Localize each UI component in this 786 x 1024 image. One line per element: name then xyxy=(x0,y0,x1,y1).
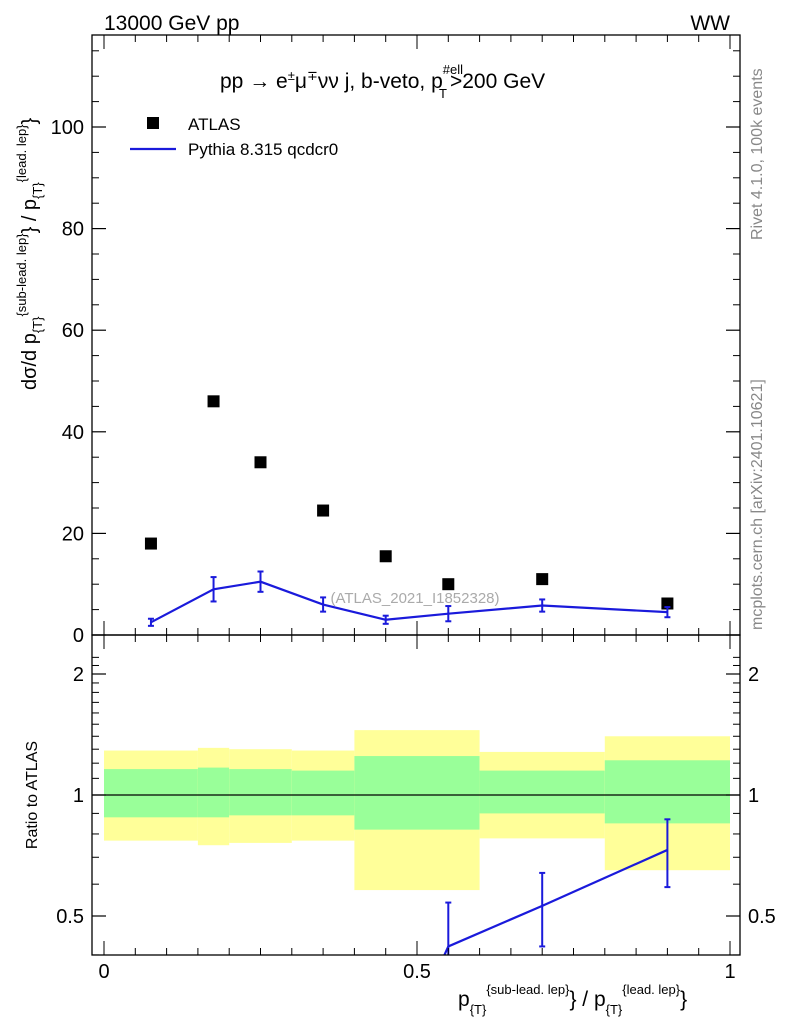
ratio-y-tick-label-right: 2 xyxy=(748,664,759,686)
ratio-band-inner xyxy=(197,767,230,818)
ratio-band-inner xyxy=(104,769,198,818)
main-y-tick-label: 100 xyxy=(51,117,84,139)
ratio-y-tick-label: 1 xyxy=(73,785,84,807)
main-y-tick-label: 80 xyxy=(62,219,84,241)
main-data-points xyxy=(144,395,674,610)
data-point xyxy=(254,456,267,469)
ratio-mc-curve xyxy=(443,818,671,956)
main-x-ticks xyxy=(103,35,731,635)
ratio-band-inner xyxy=(291,770,355,816)
ratio-panel: 0.5 0.51 12 2 0 0.5 1 Ratio to ATLAS p{T}{sub… xyxy=(24,634,776,1017)
x-tick-label: 0 xyxy=(98,961,109,983)
mcplots-label: mcplots.cern.ch [arXiv:2401.10621] xyxy=(749,379,766,630)
ratio-y-tick-label: 0.5 xyxy=(56,906,84,928)
data-point xyxy=(207,395,220,408)
ratio-band-inner xyxy=(479,770,605,814)
rivet-version-label: Rivet 4.1.0, 100k events xyxy=(749,68,766,240)
data-point xyxy=(442,578,455,591)
ratio-x-ticks: 0 0.5 1 xyxy=(98,635,736,983)
ratio-mc-line xyxy=(541,848,668,907)
ratio-y-tick-label-right: 1 xyxy=(748,785,759,807)
ratio-band-inner xyxy=(354,756,480,830)
legend-data-marker xyxy=(147,117,159,129)
mc-line xyxy=(150,580,668,624)
legend-data-label: ATLAS xyxy=(188,115,241,134)
header-process-label: WW xyxy=(690,12,730,35)
ratio-y-ticks: 0.5 0.5 1 1 2 2 xyxy=(56,656,776,956)
x-axis-label: p{T}{sub-lead. lep}} / p{T}{lead. lep}} xyxy=(458,982,687,1017)
main-y-tick-label: 60 xyxy=(62,320,84,342)
data-point xyxy=(536,573,549,586)
process-title: pp → e±μ∓νν j, b-veto, p#ell T>200 GeV xyxy=(220,62,545,101)
x-tick-label: 1 xyxy=(724,961,735,983)
ratio-band-inner xyxy=(229,769,292,816)
ratio-mc-line xyxy=(447,904,543,948)
ratio-y-axis-label: Ratio to ATLAS xyxy=(24,741,41,849)
data-point xyxy=(317,504,330,517)
ratio-y-tick-label: 2 xyxy=(73,664,84,686)
x-tick-label: 0.5 xyxy=(403,961,431,983)
main-y-tick-label: 40 xyxy=(62,422,84,444)
ratio-uncertainty-bands xyxy=(104,730,730,891)
main-mc-curve xyxy=(147,570,671,627)
main-y-tick-label: 20 xyxy=(62,523,84,545)
main-y-tick-label: 0 xyxy=(73,625,84,647)
data-point xyxy=(379,550,392,563)
ratio-y-tick-label-right: 0.5 xyxy=(748,906,776,928)
analysis-watermark: (ATLAS_2021_I1852328) xyxy=(330,590,499,607)
data-point xyxy=(144,537,157,550)
main-y-ticks: 0 20 40 60 80 100 xyxy=(51,50,740,647)
main-y-axis-label: dσ/d p{T}{sub-lead. lep}} / p{T}{lead. l… xyxy=(14,117,45,390)
legend-mc-label: Pythia 8.315 qcdcr0 xyxy=(188,140,338,159)
main-panel: 0 20 40 60 80 100 pp → e±μ∓νν j, b-veto, p#el… xyxy=(14,34,741,647)
header-energy-label: 13000 GeV pp xyxy=(104,12,239,35)
ratio-band-inner xyxy=(604,760,730,824)
